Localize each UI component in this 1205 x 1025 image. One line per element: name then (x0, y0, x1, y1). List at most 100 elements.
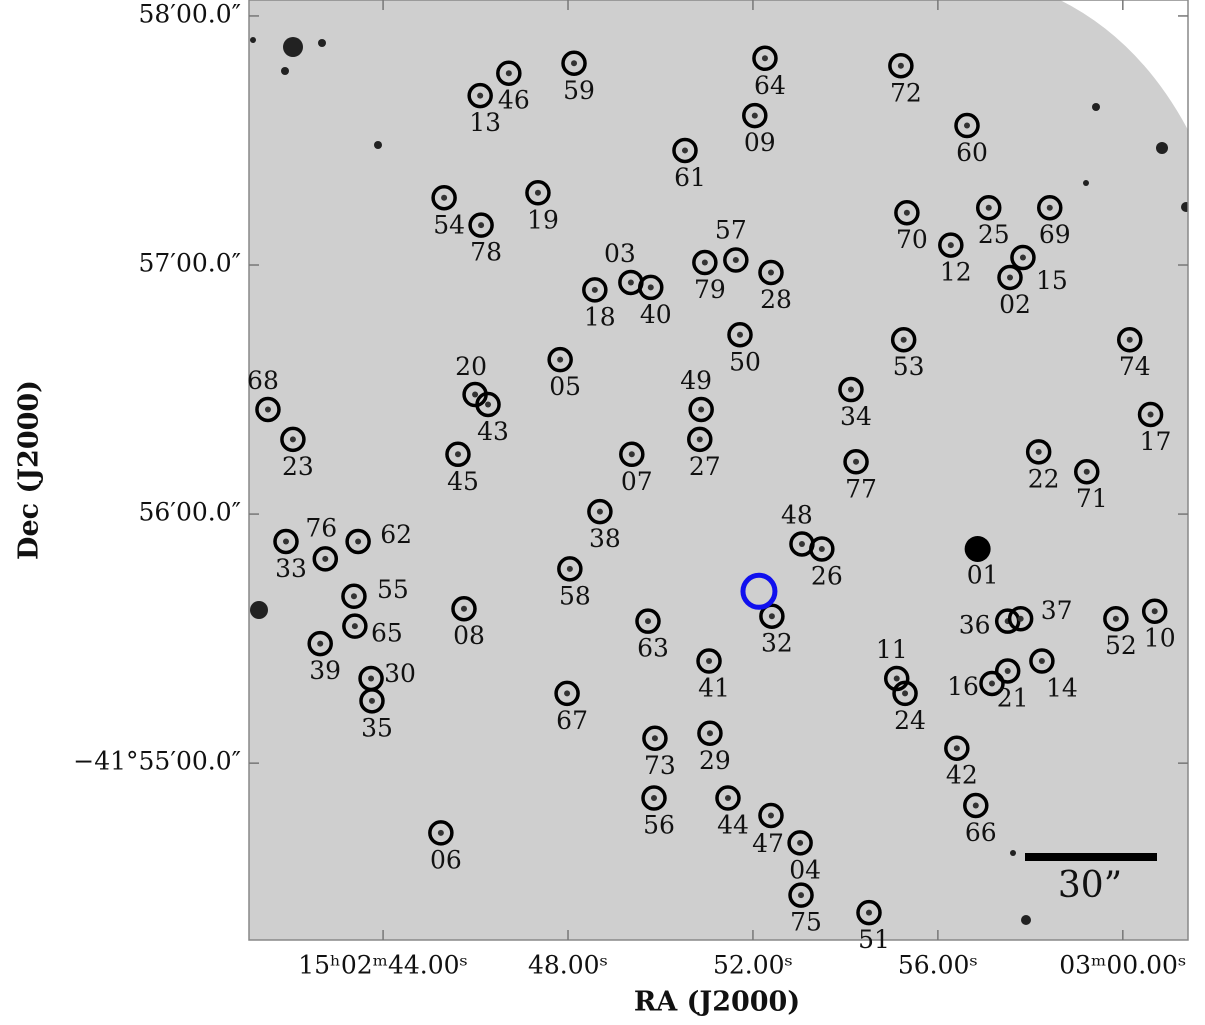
star-label: 48 (781, 500, 813, 529)
star (768, 812, 774, 818)
star-label: 60 (956, 138, 988, 167)
star (725, 795, 731, 801)
star-label: 67 (556, 706, 588, 735)
star-label: 78 (470, 238, 502, 267)
star-label: 49 (680, 366, 712, 395)
star (1005, 668, 1011, 674)
star (651, 795, 657, 801)
star (265, 406, 271, 412)
x-tick-label: 48.00ˢ (528, 951, 608, 980)
star-label: 41 (698, 674, 730, 703)
star-label: 21 (997, 684, 1029, 713)
star (707, 730, 713, 736)
star (733, 257, 739, 263)
star-label: 55 (377, 575, 409, 604)
star-label: 39 (309, 656, 341, 685)
star (762, 55, 768, 61)
star (901, 337, 907, 343)
star-label: 38 (589, 524, 621, 553)
star (557, 357, 563, 363)
star-label: 25 (978, 220, 1010, 249)
star-label: 68 (247, 366, 279, 395)
star-label: 11 (876, 635, 908, 664)
star (567, 566, 573, 572)
star-label: 42 (946, 761, 978, 790)
star-label: 17 (1140, 427, 1172, 456)
star (351, 593, 357, 599)
star (799, 541, 805, 547)
star (1018, 616, 1024, 622)
star (461, 606, 467, 612)
star-label: 53 (893, 352, 925, 381)
star (819, 546, 825, 552)
star (848, 387, 854, 393)
y-tick-label: 56′00.0″ (139, 498, 242, 527)
star-label: 57 (715, 216, 747, 245)
star (797, 840, 803, 846)
star (1084, 469, 1090, 475)
star (317, 641, 323, 647)
star-label: 10 (1144, 624, 1176, 653)
star (322, 556, 328, 562)
star (769, 613, 775, 619)
star (628, 279, 634, 285)
star (1047, 205, 1053, 211)
star (1113, 616, 1119, 622)
star-label: 79 (694, 275, 726, 304)
star-label: 73 (644, 751, 676, 780)
star-label: 20 (455, 352, 487, 381)
x-tick-label: 56.00ˢ (898, 951, 978, 980)
star (737, 332, 743, 338)
y-tick-label: −41°55′00.0″ (73, 747, 241, 776)
x-tick-label: 15ʰ02ᵐ44.00ˢ (298, 951, 468, 980)
star (455, 451, 461, 457)
y-axis-title: Dec (J2000) (14, 380, 45, 560)
star-label: 58 (559, 581, 591, 610)
star-label: 40 (640, 300, 672, 329)
star-label: 19 (527, 205, 559, 234)
star (472, 392, 478, 398)
chart: 30” RA (J2000) Dec (J2000) 15ʰ02ᵐ44.00ˢ4… (0, 0, 1205, 1025)
star-label: 71 (1076, 484, 1108, 513)
star-label: 76 (305, 513, 337, 542)
y-tick-label: 57′00.0″ (139, 249, 242, 278)
star-label: 22 (1028, 464, 1060, 493)
star-label: 13 (469, 108, 501, 137)
star-label: 32 (761, 629, 793, 658)
star (592, 287, 598, 293)
star (355, 538, 361, 544)
star-label: 35 (361, 713, 393, 742)
star-label: 36 (959, 611, 991, 640)
star-label: 50 (729, 347, 761, 376)
star-label: 27 (689, 452, 721, 481)
star-label: 07 (621, 467, 653, 496)
star-label: 54 (433, 210, 465, 239)
star (853, 459, 859, 465)
star-label: 23 (282, 452, 314, 481)
star-label: 04 (789, 855, 821, 884)
star-label: 06 (430, 845, 462, 874)
star-label: 64 (754, 71, 786, 100)
star-label: 28 (760, 285, 792, 314)
star-label: 63 (637, 634, 669, 663)
x-tick-label: 52.00ˢ (713, 951, 793, 980)
star (1007, 274, 1013, 280)
page: 30” RA (J2000) Dec (J2000) 15ʰ02ᵐ44.00ˢ4… (0, 0, 1205, 1025)
star-label: 02 (999, 290, 1031, 319)
star-label: 69 (1039, 220, 1071, 249)
star-label: 74 (1119, 352, 1151, 381)
star (1148, 411, 1154, 417)
star (1152, 608, 1158, 614)
star (1020, 255, 1026, 261)
star (894, 675, 900, 681)
star (535, 190, 541, 196)
star-label: 05 (549, 372, 581, 401)
star (478, 222, 484, 228)
star-label: 01 (967, 560, 999, 589)
star-label: 75 (790, 908, 822, 937)
star-label: 52 (1105, 631, 1137, 660)
star-label: 56 (643, 811, 675, 840)
x-axis-title: RA (J2000) (634, 987, 800, 1018)
star (798, 892, 804, 898)
star (564, 690, 570, 696)
